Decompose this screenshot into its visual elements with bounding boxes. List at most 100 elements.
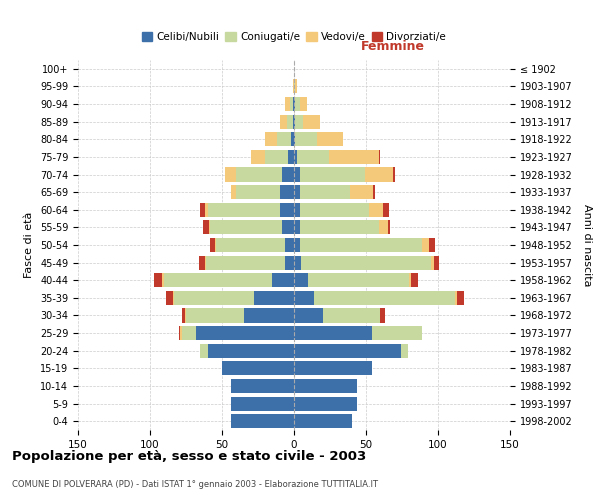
Bar (329, 150, 379, 164)
Bar (230, 379, 294, 393)
Bar (286, 97, 290, 111)
Bar (295, 132, 317, 146)
Bar (372, 326, 422, 340)
Y-axis label: Anni di nascita: Anni di nascita (582, 204, 592, 286)
Bar (302, 114, 320, 128)
Bar (236, 168, 283, 181)
Bar (388, 220, 391, 234)
Bar (175, 291, 254, 305)
Bar (154, 273, 161, 287)
Bar (394, 168, 395, 181)
Bar (287, 114, 293, 128)
Bar (294, 379, 358, 393)
Bar (300, 168, 365, 181)
Bar (294, 273, 308, 287)
Bar (294, 150, 297, 164)
Bar (350, 185, 373, 199)
Bar (216, 238, 286, 252)
Bar (300, 220, 379, 234)
Bar (373, 185, 374, 199)
Bar (294, 396, 358, 410)
Bar (308, 273, 409, 287)
Bar (179, 326, 180, 340)
Bar (293, 114, 294, 128)
Bar (208, 202, 280, 217)
Bar (294, 80, 295, 94)
Bar (294, 97, 295, 111)
Bar (222, 362, 294, 376)
Bar (379, 150, 380, 164)
Bar (300, 97, 307, 111)
Bar (294, 326, 372, 340)
Bar (230, 414, 294, 428)
Bar (200, 344, 208, 358)
Bar (185, 308, 186, 322)
Bar (205, 256, 206, 270)
Bar (409, 273, 410, 287)
Bar (230, 185, 236, 199)
Bar (196, 326, 294, 340)
Bar (280, 114, 287, 128)
Bar (272, 273, 294, 287)
Bar (283, 220, 294, 234)
Bar (209, 220, 211, 234)
Bar (434, 256, 439, 270)
Bar (186, 308, 244, 322)
Bar (265, 150, 288, 164)
Bar (280, 185, 294, 199)
Bar (369, 202, 383, 217)
Text: Popolazione per età, sesso e stato civile - 2003: Popolazione per età, sesso e stato civil… (12, 450, 366, 463)
Bar (295, 97, 300, 111)
Bar (294, 414, 352, 428)
Bar (455, 291, 457, 305)
Text: Femmine: Femmine (361, 40, 425, 52)
Bar (317, 132, 343, 146)
Bar (294, 202, 300, 217)
Bar (294, 185, 300, 199)
Bar (294, 168, 300, 181)
Bar (211, 238, 215, 252)
Bar (277, 132, 291, 146)
Bar (182, 326, 196, 340)
Bar (208, 344, 294, 358)
Bar (173, 291, 175, 305)
Bar (164, 273, 272, 287)
Bar (280, 202, 294, 217)
Text: COMUNE DI POLVERARA (PD) - Dati ISTAT 1° gennaio 2003 - Elaborazione TUTTITALIA.: COMUNE DI POLVERARA (PD) - Dati ISTAT 1°… (12, 480, 378, 489)
Bar (300, 238, 422, 252)
Bar (294, 256, 301, 270)
Bar (236, 185, 280, 199)
Bar (288, 150, 294, 164)
Bar (293, 97, 294, 111)
Bar (457, 291, 464, 305)
Bar (422, 238, 430, 252)
Bar (286, 238, 294, 252)
Bar (294, 291, 314, 305)
Bar (283, 168, 294, 181)
Bar (314, 291, 455, 305)
Y-axis label: Fasce di età: Fasce di età (25, 212, 34, 278)
Bar (297, 150, 329, 164)
Bar (294, 132, 295, 146)
Bar (225, 168, 236, 181)
Legend: Celibi/Nubili, Coniugati/e, Vedovi/e, Divorziati/e: Celibi/Nubili, Coniugati/e, Vedovi/e, Di… (137, 28, 451, 46)
Bar (294, 114, 295, 128)
Bar (230, 396, 294, 410)
Bar (205, 202, 208, 217)
Bar (295, 80, 297, 94)
Bar (265, 132, 277, 146)
Bar (293, 80, 294, 94)
Bar (182, 308, 185, 322)
Bar (365, 168, 394, 181)
Bar (251, 150, 265, 164)
Bar (323, 308, 380, 322)
Bar (291, 132, 294, 146)
Bar (200, 202, 205, 217)
Bar (294, 220, 300, 234)
Bar (300, 202, 369, 217)
Bar (215, 238, 216, 252)
Bar (301, 256, 431, 270)
Bar (211, 220, 283, 234)
Bar (401, 344, 408, 358)
Bar (383, 202, 389, 217)
